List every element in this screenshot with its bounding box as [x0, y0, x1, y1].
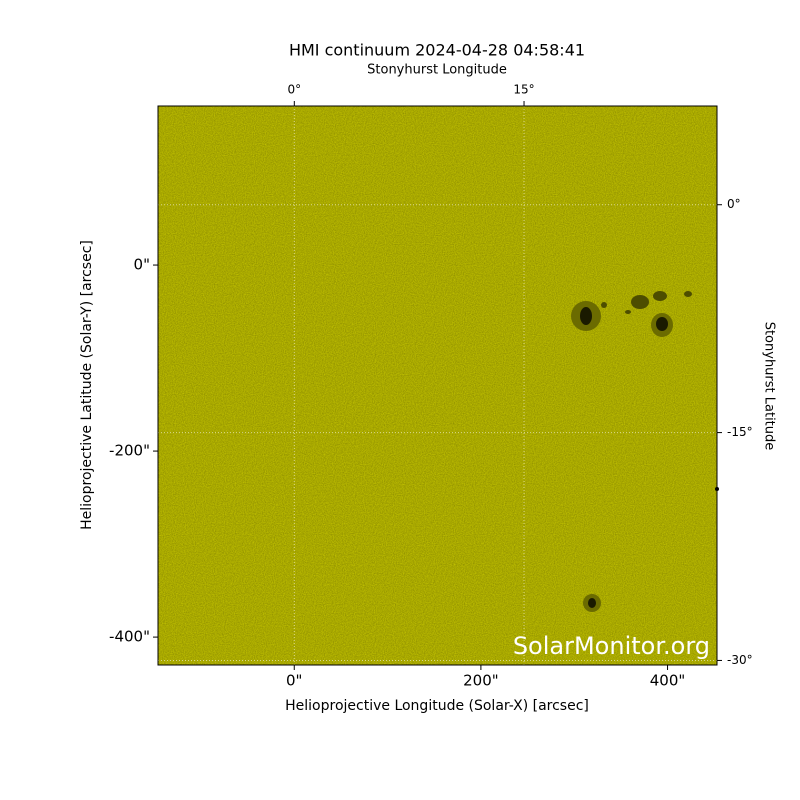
sunspot [601, 302, 607, 308]
sunspots [571, 291, 692, 612]
y-tick-label: 0" [134, 256, 150, 274]
plot-frame [157, 105, 718, 666]
x-tick-label: 400" [650, 672, 686, 690]
sunspot [684, 291, 692, 297]
x2-axis-label: Stonyhurst Longitude [367, 63, 507, 78]
y2-tick-label: 0° [727, 197, 741, 211]
sunspot [631, 295, 649, 309]
watermark: SolarMonitor.org [513, 632, 710, 660]
x2-tick-label: 15° [513, 83, 534, 97]
sunspot-umbra [656, 317, 668, 331]
sunspot [653, 291, 667, 301]
y-tick-label: -200" [109, 442, 150, 460]
sunspot-umbra [580, 307, 592, 325]
y-tick-label: -400" [109, 628, 150, 646]
x2-tick-label: 0° [287, 83, 301, 97]
chart-title: HMI continuum 2024-04-28 04:58:41 [289, 41, 585, 60]
x-tick-label: 200" [463, 672, 499, 690]
x-tick-label: 0" [286, 672, 302, 690]
sunspot [625, 310, 631, 314]
y-axis-label: Helioprojective Latitude (Solar-Y) [arcs… [79, 240, 95, 530]
y2-axis-label: Stonyhurst Latitude [762, 322, 777, 451]
x-axis-label: Helioprojective Longitude (Solar-X) [arc… [285, 698, 589, 714]
y2-tick-label: -15° [727, 425, 753, 439]
sunspot-umbra [588, 598, 596, 608]
image-grain [158, 106, 717, 665]
y2-tick-label: -30° [727, 653, 753, 667]
